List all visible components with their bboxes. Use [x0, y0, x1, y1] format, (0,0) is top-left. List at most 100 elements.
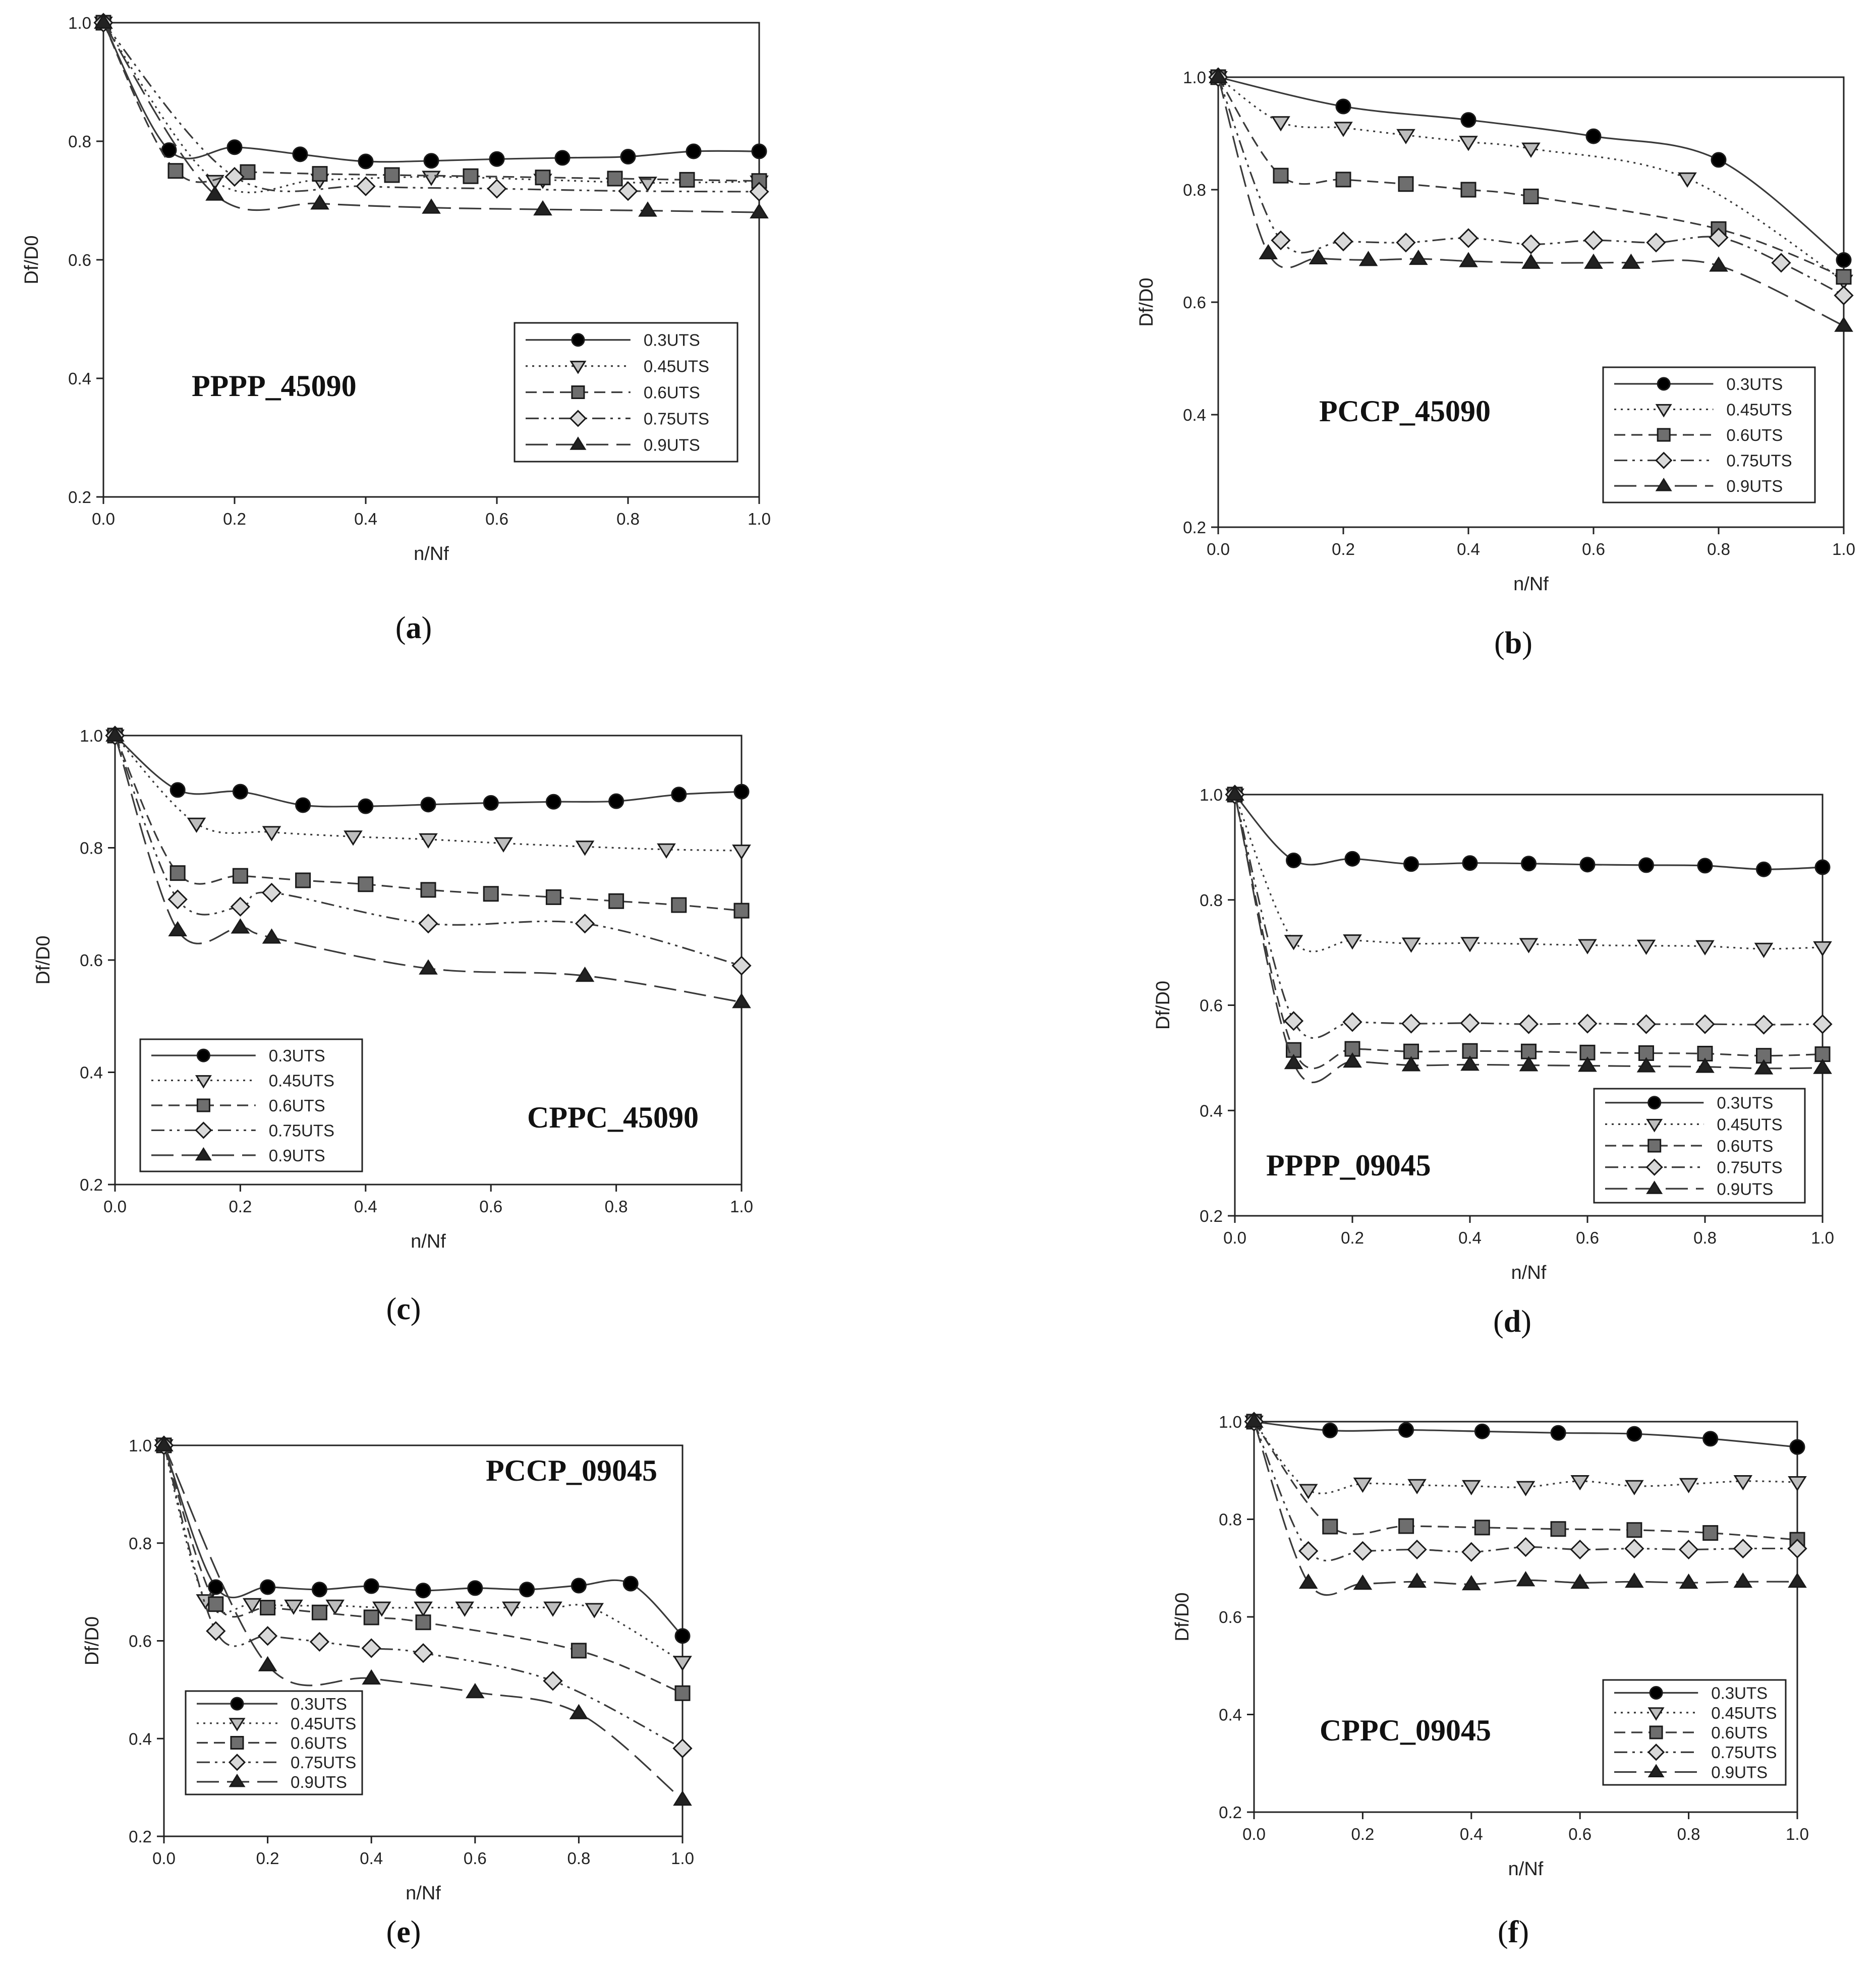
data-point: [325, 1599, 345, 1615]
data-point: [1398, 176, 1414, 192]
data-point: [483, 886, 499, 902]
x-axis-label: n/Nf: [406, 1883, 441, 1904]
legend-marker: [569, 410, 587, 427]
data-point: [674, 1685, 691, 1701]
x-tick-label: 0.8: [1707, 540, 1730, 558]
data-point: [169, 865, 186, 881]
data-point: [1358, 251, 1378, 266]
data-point: [292, 146, 308, 162]
data-point: [1583, 230, 1604, 251]
y-tick-label: 0.4: [1200, 1101, 1223, 1120]
y-tick-label: 1.0: [1219, 1413, 1242, 1431]
series-0.6UTS: [107, 727, 750, 919]
data-point: [420, 882, 436, 898]
data-point: [423, 153, 439, 169]
y-tick-label: 0.8: [1200, 891, 1223, 910]
y-tick-label: 0.2: [1183, 518, 1206, 537]
legend-marker: [1647, 1764, 1665, 1777]
data-point: [463, 168, 479, 184]
data-point: [1621, 253, 1641, 269]
data-point: [208, 1579, 224, 1595]
legend-label: 0.75UTS: [291, 1753, 356, 1772]
data-point: [1407, 1572, 1427, 1588]
data-point: [262, 928, 281, 944]
data-point: [569, 1704, 589, 1719]
data-point: [749, 182, 769, 202]
chart-panel-e: 0.0 0.2 0.4 0.6 0.8 1.00.20.40.60.81.0n/NfDf/…: [82, 1435, 694, 1949]
legend-marker: [195, 1075, 212, 1089]
data-point: [1458, 228, 1479, 248]
data-point: [1787, 1538, 1807, 1559]
x-tick-label: 1.0: [730, 1197, 753, 1216]
series-0.75UTS: [105, 725, 752, 976]
series-line: [1218, 76, 1845, 261]
data-point: [1702, 1525, 1719, 1541]
data-point: [362, 1669, 381, 1685]
data-point: [1814, 1046, 1831, 1062]
data-point: [575, 914, 595, 934]
data-point: [1678, 1539, 1699, 1560]
panel-caption: (a): [395, 611, 432, 645]
legend-label: 0.3UTS: [269, 1046, 325, 1065]
legend-label: 0.9UTS: [644, 435, 700, 454]
y-tick-label: 0.6: [1200, 996, 1223, 1015]
data-point: [1474, 1520, 1490, 1536]
data-point: [1462, 1043, 1478, 1059]
x-tick-label: 0.2: [223, 510, 246, 528]
y-tick-label: 0.6: [129, 1632, 152, 1651]
data-point: [1516, 1481, 1536, 1496]
data-point: [1515, 1537, 1536, 1557]
data-point: [1578, 1056, 1597, 1072]
data-point: [1462, 1480, 1481, 1495]
y-tick-label: 0.6: [80, 951, 103, 970]
y-tick-label: 1.0: [1183, 68, 1206, 87]
data-point: [1409, 249, 1428, 265]
x-tick-label: 0.6: [1576, 1228, 1599, 1247]
series-line: [163, 1445, 684, 1801]
y-tick-label: 0.6: [68, 251, 91, 269]
data-point: [1626, 1522, 1642, 1538]
x-tick-label: 0.4: [354, 510, 377, 528]
data-point: [1636, 939, 1656, 955]
data-point: [1401, 1056, 1421, 1072]
data-point: [284, 1599, 303, 1615]
y-tick-label: 0.4: [80, 1063, 103, 1082]
x-tick-label: 0.6: [1568, 1825, 1591, 1843]
data-point: [311, 1582, 327, 1598]
legend-marker: [230, 1697, 244, 1711]
legend-label: 0.6UTS: [291, 1734, 347, 1753]
data-point: [1401, 937, 1421, 953]
legend-marker: [1647, 1139, 1662, 1153]
data-point: [1344, 1041, 1360, 1057]
data-point: [1636, 1014, 1657, 1034]
x-tick-label: 0.8: [567, 1849, 590, 1868]
y-tick-label: 0.8: [129, 1534, 152, 1553]
data-point: [1401, 1014, 1422, 1034]
data-point: [372, 1601, 391, 1617]
data-point: [1521, 234, 1541, 254]
data-point: [260, 1579, 276, 1595]
data-point: [1625, 1572, 1644, 1588]
data-point: [1284, 1054, 1303, 1070]
series-0.6UTS: [1246, 1414, 1805, 1548]
caption-close-paren: ): [411, 1915, 421, 1949]
series-line: [102, 22, 760, 183]
legend-label: 0.75UTS: [1711, 1743, 1777, 1762]
data-point: [1271, 116, 1290, 132]
data-point: [167, 889, 188, 910]
series-line: [1253, 1421, 1798, 1561]
data-point: [1298, 1541, 1319, 1561]
data-point: [608, 793, 624, 809]
data-point: [1697, 1046, 1713, 1061]
data-point: [1518, 1014, 1539, 1034]
data-point: [1756, 1048, 1772, 1064]
data-point: [1624, 1538, 1644, 1559]
data-point: [1460, 1013, 1480, 1033]
data-point: [419, 959, 438, 975]
data-point: [1570, 1539, 1590, 1560]
caption-close-paren: ): [422, 611, 432, 645]
data-point: [311, 1604, 327, 1620]
